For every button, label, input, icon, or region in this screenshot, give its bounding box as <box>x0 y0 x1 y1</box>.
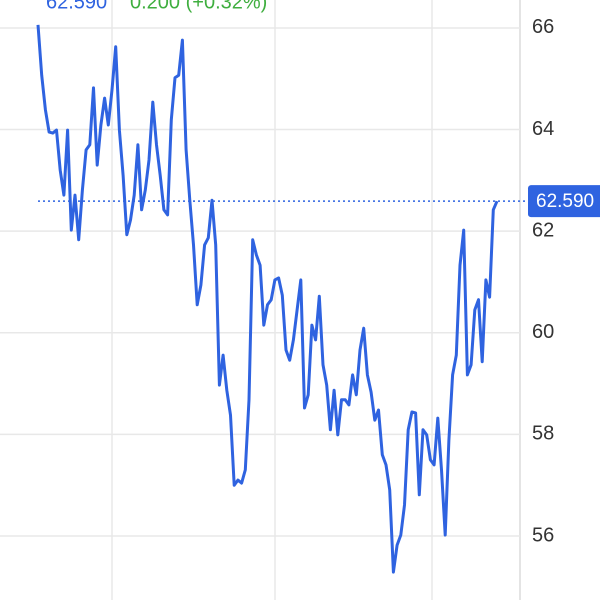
price-line <box>36 24 499 574</box>
price-tag <box>528 185 600 218</box>
change-header: 0.200 (+0.32%) <box>130 0 267 13</box>
y-tick-label: 56 <box>532 524 554 546</box>
price-tag-label: 62.590 <box>536 191 594 212</box>
y-tick-label: 60 <box>532 321 554 343</box>
price-header: 62.590 <box>46 0 107 13</box>
y-tick-label: 64 <box>532 118 554 140</box>
y-tick-label: 66 <box>532 16 554 38</box>
y-tick-label: 58 <box>532 423 554 445</box>
y-tick-label: 62 <box>532 219 554 241</box>
